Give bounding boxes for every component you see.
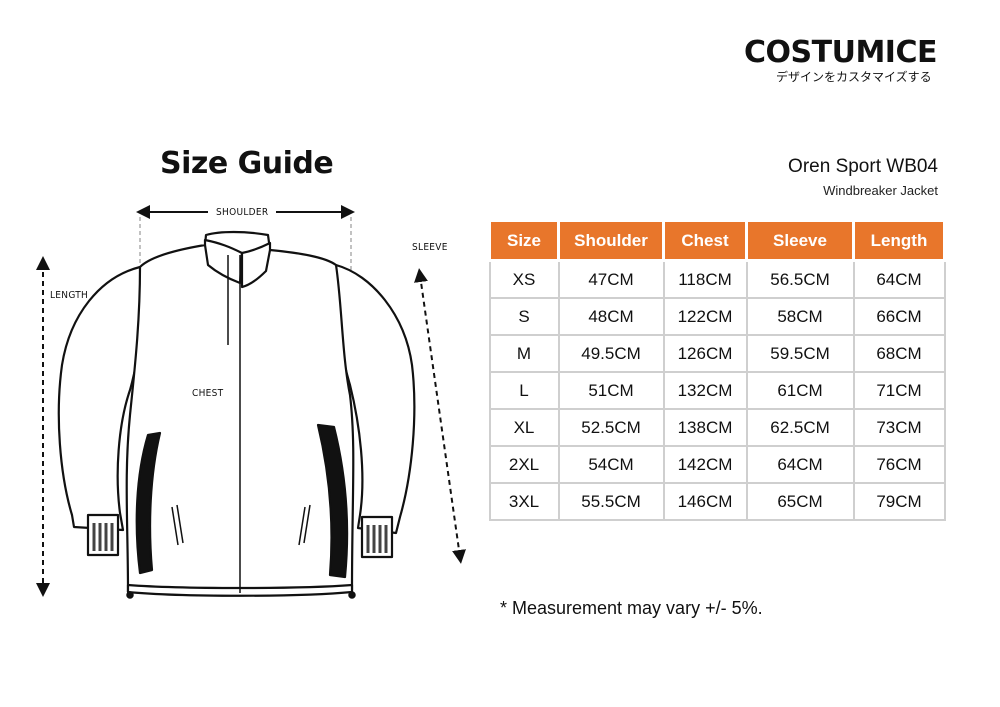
table-row: M 49.5CM 126CM 59.5CM 68CM [488, 334, 946, 373]
cell-shoulder: 49.5CM [557, 334, 665, 373]
cell-length: 64CM [852, 259, 946, 299]
cell-size: L [488, 371, 560, 410]
table-row: 2XL 54CM 142CM 64CM 76CM [488, 445, 946, 484]
cell-chest: 138CM [662, 408, 748, 447]
table-row: L 51CM 132CM 61CM 71CM [488, 371, 946, 410]
jacket-diagram: SHOULDER SLEEVE LENGTH CHEST [0, 195, 480, 615]
header-length: Length [852, 219, 946, 262]
cell-sleeve: 61CM [745, 371, 855, 410]
brand-name: COSTUMICE [744, 35, 937, 70]
cell-size: XL [488, 408, 560, 447]
cell-size: 3XL [488, 482, 560, 521]
cell-shoulder: 54CM [557, 445, 665, 484]
cell-sleeve: 62.5CM [745, 408, 855, 447]
table-header-row: Size Shoulder Chest Sleeve Length [488, 219, 946, 262]
table-row: XL 52.5CM 138CM 62.5CM 73CM [488, 408, 946, 447]
table-row: 3XL 55.5CM 146CM 65CM 79CM [488, 482, 946, 521]
header-sleeve: Sleeve [745, 219, 855, 262]
header-chest: Chest [662, 219, 748, 262]
cell-length: 71CM [852, 371, 946, 410]
cell-shoulder: 48CM [557, 297, 665, 336]
product-info: Oren Sport WB04 Windbreaker Jacket [788, 155, 938, 198]
sleeve-label: SLEEVE [412, 242, 448, 253]
cell-length: 73CM [852, 408, 946, 447]
page-title: Size Guide [160, 146, 334, 181]
brand-logo: COSTUMICE デザインをカスタマイズする [744, 36, 944, 85]
cell-chest: 146CM [662, 482, 748, 521]
cell-size: M [488, 334, 560, 373]
guide-lines [139, 217, 352, 273]
cell-sleeve: 64CM [745, 445, 855, 484]
measurement-note: * Measurement may vary +/- 5%. [500, 598, 763, 618]
cell-shoulder: 55.5CM [557, 482, 665, 521]
cell-length: 79CM [852, 482, 946, 521]
size-table: Size Shoulder Chest Sleeve Length XS 47C… [488, 219, 946, 521]
cell-sleeve: 59.5CM [745, 334, 855, 373]
cell-sleeve: 56.5CM [745, 259, 855, 299]
jacket-details [92, 255, 388, 599]
cell-length: 76CM [852, 445, 946, 484]
cell-shoulder: 51CM [557, 371, 665, 410]
cell-chest: 142CM [662, 445, 748, 484]
cell-size: 2XL [488, 445, 560, 484]
cell-sleeve: 58CM [745, 297, 855, 336]
cell-chest: 126CM [662, 334, 748, 373]
cell-chest: 118CM [662, 259, 748, 299]
length-label: LENGTH [50, 290, 89, 301]
jacket-illustration [36, 205, 466, 599]
table-row: S 48CM 122CM 58CM 66CM [488, 297, 946, 336]
product-type: Windbreaker Jacket [823, 183, 938, 198]
cell-size: S [488, 297, 560, 336]
cell-shoulder: 52.5CM [557, 408, 665, 447]
cell-chest: 122CM [662, 297, 748, 336]
cell-sleeve: 65CM [745, 482, 855, 521]
table-row: XS 47CM 118CM 56.5CM 64CM [488, 259, 946, 299]
cell-chest: 132CM [662, 371, 748, 410]
brand-tagline: デザインをカスタマイズする [776, 70, 932, 84]
header-shoulder: Shoulder [557, 219, 665, 262]
cell-shoulder: 47CM [557, 259, 665, 299]
cell-length: 66CM [852, 297, 946, 336]
header-size: Size [488, 219, 560, 262]
cell-length: 68CM [852, 334, 946, 373]
cell-size: XS [488, 259, 560, 299]
chest-label: CHEST [192, 388, 224, 399]
shoulder-label: SHOULDER [216, 207, 269, 218]
product-name: Oren Sport WB04 [788, 156, 938, 177]
